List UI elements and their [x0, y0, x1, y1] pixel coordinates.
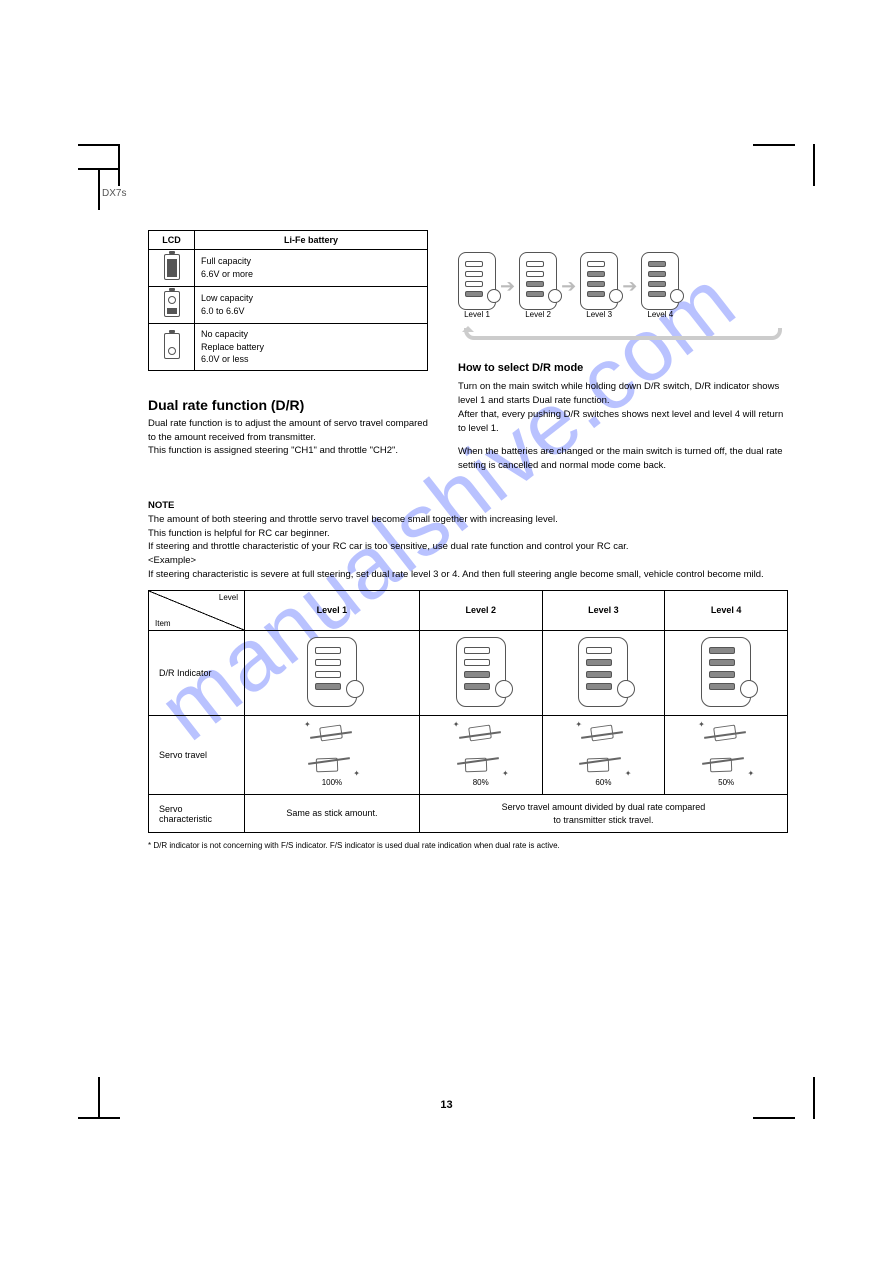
- arrow-right-icon: ➔: [561, 276, 576, 297]
- table-row: Low capacity 6.0 to 6.6V: [149, 287, 428, 324]
- crop-mark: [78, 168, 120, 170]
- controller-level2-icon: [519, 252, 557, 310]
- dualrate-body: Dual rate function is to adjust the amou…: [148, 417, 428, 458]
- level-cycle-diagram: Level 1 ➔ Level 2 ➔ Level 3 ➔: [458, 252, 788, 320]
- crop-mark: [813, 144, 815, 186]
- levels-col-1: Level 1: [245, 590, 420, 630]
- dr-footnote: When the batteries are changed or the ma…: [458, 445, 788, 473]
- crop-mark: [98, 1077, 100, 1119]
- row-travel: Servo travel: [149, 715, 245, 794]
- travel-2: 80%: [426, 778, 536, 788]
- crop-mark: [118, 144, 120, 186]
- crop-mark: [78, 144, 120, 146]
- levels-table: Level Item Level 1 Level 2 Level 3 Level…: [148, 590, 788, 834]
- section-title-dualrate: Dual rate function (D/R): [148, 397, 428, 413]
- battery-col-lcd: LCD: [149, 231, 195, 250]
- battery-empty-text: No capacity Replace battery 6.0V or less: [195, 324, 428, 371]
- battery-low-icon: [164, 291, 180, 317]
- levels-corner: Level Item: [149, 590, 245, 630]
- table-row: Servo travel ✦✦ 100% ✦✦ 80% ✦✦ 60% ✦✦ 50…: [149, 715, 788, 794]
- battery-full-text: Full capacity 6.6V or more: [195, 250, 428, 287]
- table-row: Full capacity 6.6V or more: [149, 250, 428, 287]
- cycle-label-1: Level 1: [458, 310, 496, 320]
- battery-table: LCD Li-Fe battery Full capacity 6.6V or …: [148, 230, 428, 371]
- row-characteristic: Servo characteristic: [149, 794, 245, 832]
- cycle-label-2: Level 2: [519, 310, 557, 320]
- row-indicator: D/R Indicator: [149, 630, 245, 715]
- crop-mark: [813, 1077, 815, 1119]
- controller-level3-icon: [580, 252, 618, 310]
- note-heading: NOTE: [148, 500, 174, 511]
- travel-3: 60%: [549, 778, 659, 788]
- battery-full-icon: [164, 254, 180, 280]
- arrow-right-icon: ➔: [622, 276, 637, 297]
- indicator-l1-icon: [307, 637, 357, 707]
- levels-col-2: Level 2: [419, 590, 542, 630]
- cycle-label-3: Level 3: [580, 310, 618, 320]
- corner-left: Item: [155, 619, 171, 628]
- indicator-l2-icon: [456, 637, 506, 707]
- crop-mark: [753, 1117, 795, 1119]
- levels-col-3: Level 3: [542, 590, 665, 630]
- corner-top: Level: [219, 593, 238, 602]
- dr-step-text: Turn on the main switch while holding do…: [458, 380, 788, 435]
- battery-col-life: Li-Fe battery: [195, 231, 428, 250]
- cycle-label-4: Level 4: [641, 310, 679, 320]
- controller-level4-icon: [641, 252, 679, 310]
- travel-4: 50%: [671, 778, 781, 788]
- page-number: 13: [440, 1099, 452, 1111]
- note-body: The amount of both steering and throttle…: [148, 513, 788, 582]
- servo-travel-icon: ✦✦: [696, 722, 756, 776]
- arrow-right-icon: ➔: [500, 276, 515, 297]
- table-row: No capacity Replace battery 6.0V or less: [149, 324, 428, 371]
- crop-mark: [98, 168, 100, 210]
- table-row: Servo characteristic Same as stick amoun…: [149, 794, 788, 832]
- travel-1: 100%: [251, 778, 413, 788]
- crop-mark: [753, 144, 795, 146]
- indicator-l4-icon: [701, 637, 751, 707]
- loop-arrow-icon: [464, 328, 782, 340]
- page-label: DX7s: [102, 188, 126, 199]
- page-content: LCD Li-Fe battery Full capacity 6.6V or …: [148, 230, 788, 852]
- subheading-select-dr: How to select D/R mode: [458, 362, 788, 374]
- table-row: D/R Indicator: [149, 630, 788, 715]
- levels-col-4: Level 4: [665, 590, 788, 630]
- servo-travel-icon: ✦✦: [573, 722, 633, 776]
- servo-travel-icon: ✦✦: [302, 722, 362, 776]
- battery-empty-icon: [164, 333, 180, 359]
- controller-level1-icon: [458, 252, 496, 310]
- battery-low-text: Low capacity 6.0 to 6.6V: [195, 287, 428, 324]
- table-footnote: * D/R indicator is not concerning with F…: [148, 841, 788, 851]
- char-left: Same as stick amount.: [245, 794, 420, 832]
- char-right: Servo travel amount divided by dual rate…: [419, 794, 787, 832]
- servo-travel-icon: ✦✦: [451, 722, 511, 776]
- indicator-l3-icon: [578, 637, 628, 707]
